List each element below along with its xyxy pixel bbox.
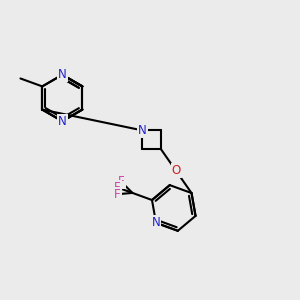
Text: F: F [113, 188, 120, 201]
Text: N: N [138, 124, 147, 137]
Text: N: N [58, 68, 67, 81]
Text: F: F [118, 175, 124, 188]
Text: F: F [114, 181, 121, 194]
Text: O: O [172, 164, 181, 177]
Text: N: N [152, 216, 160, 230]
Text: N: N [58, 115, 67, 128]
